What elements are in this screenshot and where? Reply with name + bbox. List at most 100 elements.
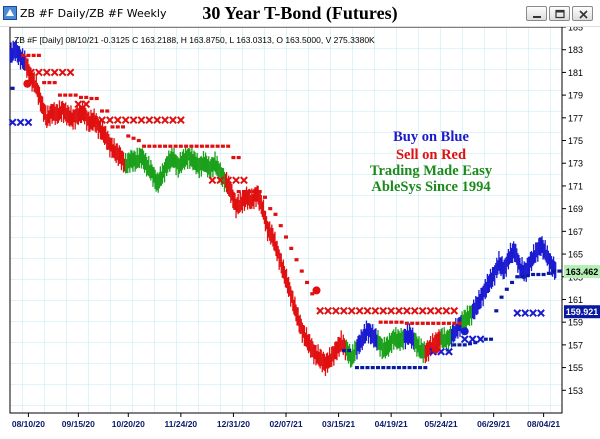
sell-signal-x	[434, 306, 443, 315]
y-tick-label: 155	[568, 363, 583, 373]
sell-stop-dot	[142, 144, 147, 148]
buy-signal-x	[24, 118, 33, 127]
sell-stop-dot	[399, 320, 404, 324]
y-tick-label: 185	[568, 27, 583, 33]
buy-stop-dot	[452, 343, 457, 347]
sell-stop-dot	[383, 320, 388, 324]
x-tick-label: 06/29/21	[477, 419, 510, 429]
maximize-button[interactable]	[549, 6, 570, 21]
buy-stop-dot	[365, 365, 370, 370]
y-tick-label: 165	[568, 250, 583, 260]
sell-signal-x	[332, 306, 340, 315]
sell-signal-x	[161, 116, 169, 125]
sell-stop-dot	[436, 321, 441, 325]
sell-stop-dot	[415, 321, 420, 325]
x-tick-label: 02/07/21	[269, 419, 302, 429]
x-tick-label: 11/24/20	[165, 419, 198, 429]
buy-stop-dot	[541, 272, 546, 277]
y-tick-label: 171	[568, 181, 583, 191]
sell-stop-dot	[262, 195, 267, 199]
sell-stop-dot	[252, 190, 257, 194]
sell-stop-dot	[236, 155, 241, 160]
buy-stop-dot	[360, 365, 365, 370]
sell-stop-dot	[21, 53, 26, 57]
sell-signal-x	[58, 68, 67, 77]
sell-signal-x	[42, 68, 51, 77]
sell-stop-dot	[205, 144, 210, 148]
buy-signal-x	[537, 309, 545, 318]
sell-stop-dot	[389, 320, 394, 324]
buy-signal-x	[521, 309, 530, 318]
buy-stop-dot	[457, 343, 462, 347]
sell-stop-dot	[425, 321, 430, 325]
minimize-button[interactable]	[526, 6, 547, 21]
sell-signal-x	[169, 116, 177, 125]
sell-stop-dot	[94, 96, 99, 101]
sell-stop-dot	[42, 81, 47, 85]
sell-signal-x	[145, 116, 154, 125]
sell-stop-dot	[194, 144, 199, 148]
sell-stop-dot	[284, 235, 288, 239]
y-tick-label: 175	[568, 136, 583, 146]
buy-stop-dot	[489, 337, 494, 341]
sell-signal-x	[98, 116, 106, 125]
y-tick-label: 177	[568, 113, 583, 123]
sell-signal-x	[339, 306, 348, 315]
signal-dot	[431, 345, 440, 354]
sell-stop-dot	[231, 155, 236, 160]
sell-stop-dot	[404, 321, 409, 325]
sell-signal-x	[137, 116, 146, 125]
sell-signal-x	[121, 116, 130, 125]
price-label: 163.462	[566, 267, 599, 277]
buy-stop-dot	[386, 365, 391, 370]
signal-dot	[23, 79, 32, 88]
y-tick-label: 157	[568, 340, 583, 350]
sell-signal-x	[240, 176, 248, 185]
sell-stop-dot	[273, 212, 278, 216]
sell-stop-dot	[257, 190, 262, 194]
sell-stop-dot	[26, 53, 31, 57]
sell-stop-dot	[121, 125, 126, 129]
sell-stop-dot	[31, 53, 36, 57]
sell-signal-x	[371, 306, 380, 315]
sell-signal-x	[105, 116, 114, 125]
sell-stop-dot	[431, 321, 436, 325]
sell-stop-dot	[68, 93, 73, 97]
x-tick-label: 12/31/20	[217, 419, 250, 429]
sell-stop-dot	[84, 95, 89, 99]
buy-stop-dot	[402, 365, 407, 370]
x-tick-label: 04/19/21	[375, 419, 408, 429]
sell-stop-dot	[52, 81, 57, 85]
sell-stop-dot	[57, 93, 62, 97]
sell-stop-dot	[89, 96, 94, 101]
sell-stop-dot	[215, 144, 220, 148]
signal-dot	[460, 327, 469, 336]
sell-stop-dot	[210, 144, 215, 148]
x-tick-label: 08/10/20	[12, 419, 45, 429]
tabs-label[interactable]: ZB #F Daily/ZB #F Weekly	[20, 7, 167, 20]
buy-stop-dot	[462, 343, 467, 347]
maximize-icon	[555, 9, 565, 19]
sell-signal-x	[113, 116, 122, 125]
buy-stop-dot	[381, 365, 386, 370]
sell-signal-x	[403, 306, 411, 315]
annotation-buy: Buy on Blue	[393, 129, 469, 145]
sell-signal-x	[35, 68, 43, 77]
sell-stop-dot	[299, 269, 304, 273]
price-chart[interactable]: ZB #F [Daily] 08/10/21 -0.3125 C 163.218…	[0, 27, 600, 439]
sell-signal-x	[418, 306, 427, 315]
sell-stop-dot	[278, 224, 283, 228]
sell-stop-dot	[457, 321, 462, 325]
sell-stop-dot	[105, 109, 110, 113]
buy-stop-dot	[525, 274, 530, 278]
sell-stop-dot	[452, 321, 457, 325]
x-tick-label: 09/15/20	[62, 419, 95, 429]
close-button[interactable]	[572, 6, 593, 21]
sell-signal-x	[208, 176, 217, 185]
buy-signal-x	[513, 309, 522, 318]
buy-stop-dot	[504, 287, 509, 291]
sell-stop-dot	[100, 109, 104, 113]
sell-signal-x	[442, 306, 451, 315]
sell-stop-dot	[394, 320, 399, 324]
